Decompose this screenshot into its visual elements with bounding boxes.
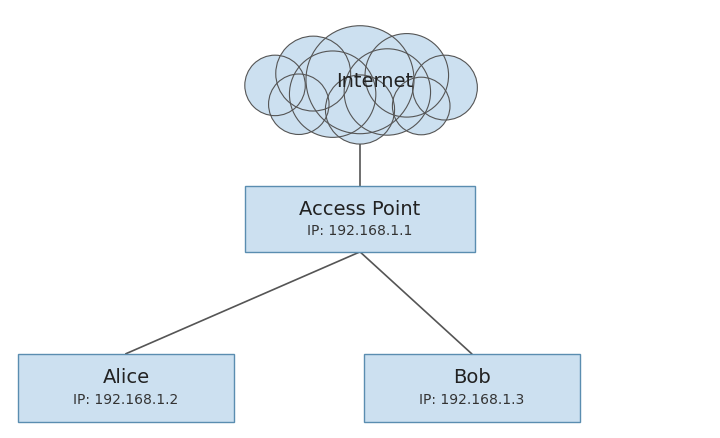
FancyBboxPatch shape	[18, 354, 234, 421]
Ellipse shape	[306, 26, 414, 134]
Ellipse shape	[344, 49, 431, 135]
Text: Bob: Bob	[453, 368, 490, 388]
Text: IP: 192.168.1.3: IP: 192.168.1.3	[419, 393, 524, 407]
Ellipse shape	[269, 74, 329, 134]
FancyBboxPatch shape	[245, 186, 475, 252]
Ellipse shape	[325, 75, 395, 144]
Ellipse shape	[392, 77, 450, 135]
Ellipse shape	[276, 36, 351, 111]
Text: IP: 192.168.1.1: IP: 192.168.1.1	[307, 224, 413, 238]
Text: Alice: Alice	[102, 368, 150, 388]
Ellipse shape	[365, 34, 449, 117]
Ellipse shape	[289, 51, 376, 138]
Text: Access Point: Access Point	[300, 200, 420, 219]
Ellipse shape	[413, 55, 477, 120]
Ellipse shape	[245, 55, 305, 116]
FancyBboxPatch shape	[364, 354, 580, 421]
Text: Internet: Internet	[336, 71, 413, 91]
Text: IP: 192.168.1.2: IP: 192.168.1.2	[73, 393, 179, 407]
